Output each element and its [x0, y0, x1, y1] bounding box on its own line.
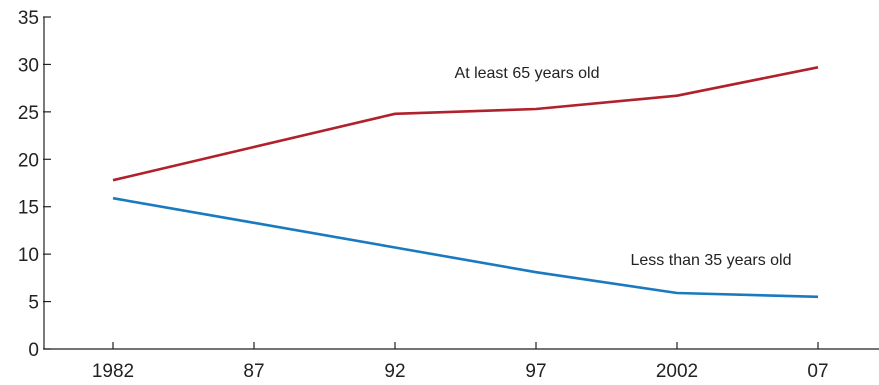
x-tick-label: 97 [525, 361, 546, 382]
y-tick-label: 5 [28, 293, 39, 314]
x-tick-label: 1982 [92, 361, 134, 382]
y-tick-label: 10 [18, 245, 39, 266]
y-tick-label: 0 [28, 340, 39, 361]
series-label-65-plus: At least 65 years old [455, 65, 600, 82]
y-tick-label: 35 [18, 8, 39, 29]
series-layer [112, 66, 819, 299]
y-tick-label: 20 [18, 150, 39, 171]
x-tick-label: 07 [807, 361, 828, 382]
series-line-under-35 [112, 196, 819, 299]
y-tick-label: 25 [18, 103, 39, 124]
x-tick-label: 87 [243, 361, 264, 382]
x-axis: 1982 87 92 97 2002 07 [44, 342, 879, 382]
y-tick-label: 15 [18, 198, 39, 219]
x-tick-label: 2002 [656, 361, 698, 382]
series-line-65-plus [112, 66, 819, 182]
y-tick-label: 30 [18, 55, 39, 76]
x-tick-label: 92 [384, 361, 405, 382]
series-label-under-35: Less than 35 years old [631, 252, 792, 269]
y-axis: 0 5 10 15 20 25 30 35 [18, 8, 51, 361]
